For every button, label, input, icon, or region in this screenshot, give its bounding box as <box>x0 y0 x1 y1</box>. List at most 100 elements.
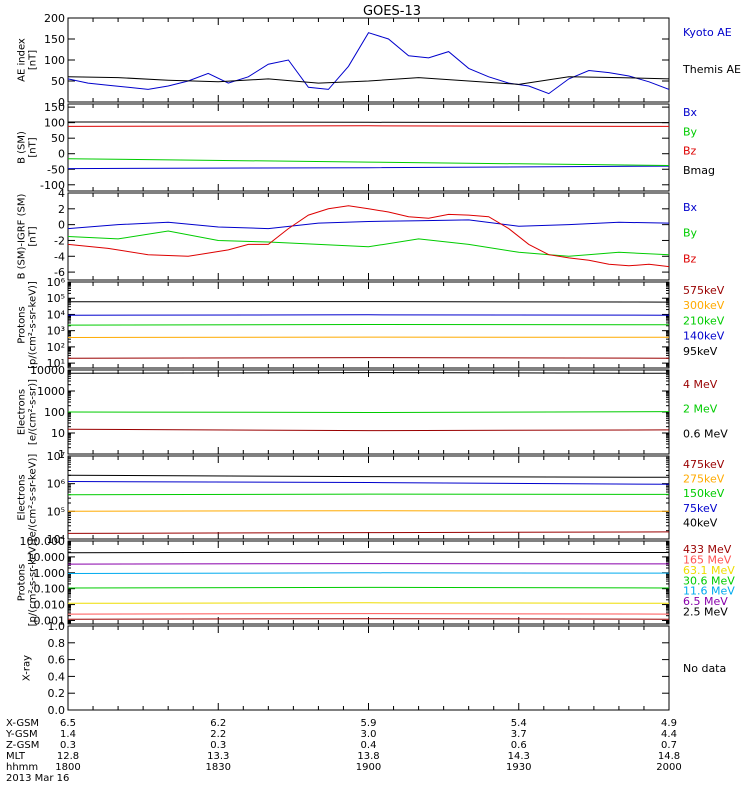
y-tick-label: 10⁶ <box>47 478 66 491</box>
y-tick-label: 0 <box>58 219 65 232</box>
legend-entry: 210keV <box>683 314 725 327</box>
axis-row-value: 1.4 <box>60 729 76 740</box>
panel-frame <box>68 541 669 624</box>
panel-frame <box>68 104 669 191</box>
series-line-40kev <box>68 475 669 477</box>
series-line-bz <box>68 126 669 127</box>
series-line-kyoto-ae <box>68 33 669 94</box>
axis-row-label: MLT <box>6 751 26 762</box>
chart-title: GOES-13 <box>363 4 421 19</box>
series-line-2-mev <box>68 412 669 413</box>
y-tick-label: 150 <box>44 33 65 46</box>
series-line-11-6-mev <box>68 573 669 574</box>
y-tick-label: 0.2 <box>48 687 66 700</box>
series-line-bx <box>68 220 669 229</box>
axis-row-value: 6.2 <box>210 718 226 729</box>
series-line-433-mev <box>68 619 669 620</box>
y-tick-label: 100 <box>44 54 65 67</box>
axis-row-value: 4.9 <box>661 718 677 729</box>
axis-row-value: 0.6 <box>511 740 527 751</box>
series-line-30-6-mev <box>68 587 669 588</box>
axis-row-value: 0.7 <box>661 740 677 751</box>
legend-entry: 300keV <box>683 299 725 312</box>
y-tick-label: -2 <box>54 234 65 247</box>
axis-row-value: 14.8 <box>658 751 680 762</box>
y-tick-label: 2 <box>58 203 65 216</box>
axis-row-value: 1900 <box>356 762 381 773</box>
legend-entry: 0.6 MeV <box>683 427 728 440</box>
panel-frame <box>68 456 669 539</box>
axis-row-label: X-GSM <box>6 718 39 729</box>
panel-frame <box>68 193 669 280</box>
axis-row-label: Z-GSM <box>6 740 39 751</box>
y-tick-label: 10⁵ <box>47 505 65 518</box>
axis-row-value: 0.3 <box>60 740 76 751</box>
y-tick-label: 4 <box>58 187 65 200</box>
y-axis-label: Protons[p/(cm²-s-sr-keV)] <box>17 539 39 627</box>
y-axis-label: Electrons[e/(cm²-s-sr-keV)] <box>17 454 39 542</box>
y-tick-label: 0.0 <box>48 704 66 717</box>
series-line-bmag <box>68 122 669 123</box>
legend-entry: 575keV <box>683 284 725 297</box>
axis-row-value: 1930 <box>506 762 531 773</box>
y-tick-label: 0.8 <box>48 637 66 650</box>
axis-row-value: 1800 <box>55 762 80 773</box>
series-line-275kev <box>68 511 669 512</box>
y-tick-label: -50 <box>47 163 65 176</box>
series-line-6-5-mev <box>68 564 669 565</box>
legend-entry: 475keV <box>683 458 725 471</box>
axis-row-value: 3.7 <box>511 729 527 740</box>
y-tick-label: 10⁴ <box>47 308 66 321</box>
legend-entry: 140keV <box>683 330 725 343</box>
series-line-63-1-mev <box>68 603 669 604</box>
y-axis-label: AE index[nT] <box>17 38 39 82</box>
axis-row-value: 12.8 <box>57 751 79 762</box>
axis-row-value: 1830 <box>206 762 231 773</box>
y-tick-label: 10000 <box>30 364 65 377</box>
axis-row-value: 2000 <box>656 762 681 773</box>
y-tick-label: 100 <box>44 117 65 130</box>
axis-row-value: 14.3 <box>508 751 530 762</box>
series-line-95kev <box>68 302 669 303</box>
y-tick-label: 0.4 <box>48 670 66 683</box>
series-line-575kev <box>68 358 669 359</box>
y-axis-label: B (SM)[nT] <box>17 131 39 164</box>
legend-entry: 4 MeV <box>683 378 718 391</box>
axis-row-value: 0.4 <box>361 740 377 751</box>
axis-row-value: 13.3 <box>207 751 229 762</box>
series-line-2-5-mev <box>68 552 669 553</box>
series-line-150kev <box>68 494 669 495</box>
series-line-by <box>68 159 669 166</box>
y-tick-label: 200 <box>44 12 65 25</box>
y-axis-label: B (SM)-IGRF (SM)[nT] <box>17 194 39 280</box>
y-tick-label: 50 <box>51 75 65 88</box>
legend-entry: 150keV <box>683 487 725 500</box>
y-tick-label: 150 <box>44 101 65 114</box>
axis-row-value: 13.8 <box>357 751 379 762</box>
panel-7: 0.0010.0100.1001.00010.000100.000Protons… <box>17 535 736 627</box>
y-tick-label: -4 <box>54 250 65 263</box>
y-tick-label: 1000 <box>37 385 65 398</box>
y-tick-label: 10⁷ <box>47 450 65 463</box>
legend-entry: Bx <box>683 106 698 119</box>
y-tick-label: 10⁵ <box>47 292 65 305</box>
panel-4: 10¹10²10³10⁴10⁵10⁶Protons[p/(cm²-s-sr-ke… <box>17 276 725 370</box>
axis-row-value: 5.4 <box>511 718 527 729</box>
legend-entry: 40keV <box>683 516 718 529</box>
series-line-210kev <box>68 325 669 326</box>
panel-frame <box>68 626 669 710</box>
panel-5: 110100100010000Electrons[e/(cm²-s-sr)]4 … <box>17 364 729 461</box>
y-tick-label: 100 <box>44 406 65 419</box>
legend-entry: Bx <box>683 201 698 214</box>
legend-entry: 75keV <box>683 502 718 515</box>
series-line-165-mev <box>68 614 669 615</box>
legend-entry: Bz <box>683 145 697 158</box>
y-tick-label: 10² <box>47 341 65 354</box>
legend-entry: By <box>683 125 698 138</box>
y-tick-label: 100.000 <box>20 535 66 548</box>
legend-entry: 275keV <box>683 473 725 486</box>
